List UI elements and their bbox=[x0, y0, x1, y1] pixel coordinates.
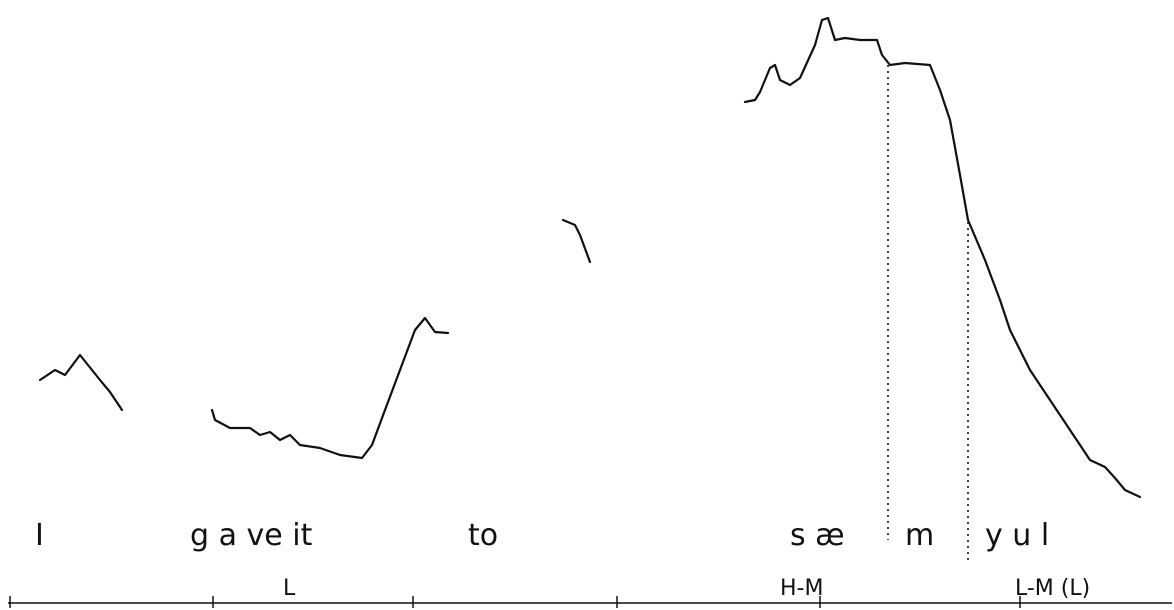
word: g a ve it bbox=[190, 518, 313, 553]
word: m bbox=[905, 518, 934, 553]
pitch-contour bbox=[743, 16, 1142, 499]
word: s æ bbox=[790, 518, 845, 553]
boundary-ticks bbox=[9, 596, 1021, 608]
word: I bbox=[35, 518, 44, 553]
tone-label: L bbox=[283, 576, 296, 601]
word: to bbox=[468, 518, 498, 553]
tone-label: H-M bbox=[780, 576, 823, 601]
tone-label: L-M (L) bbox=[1015, 576, 1090, 601]
pitch-contour bbox=[561, 218, 592, 264]
pitch-contour bbox=[210, 316, 450, 460]
word: y u l bbox=[985, 518, 1049, 553]
pitch-contour bbox=[38, 353, 124, 412]
